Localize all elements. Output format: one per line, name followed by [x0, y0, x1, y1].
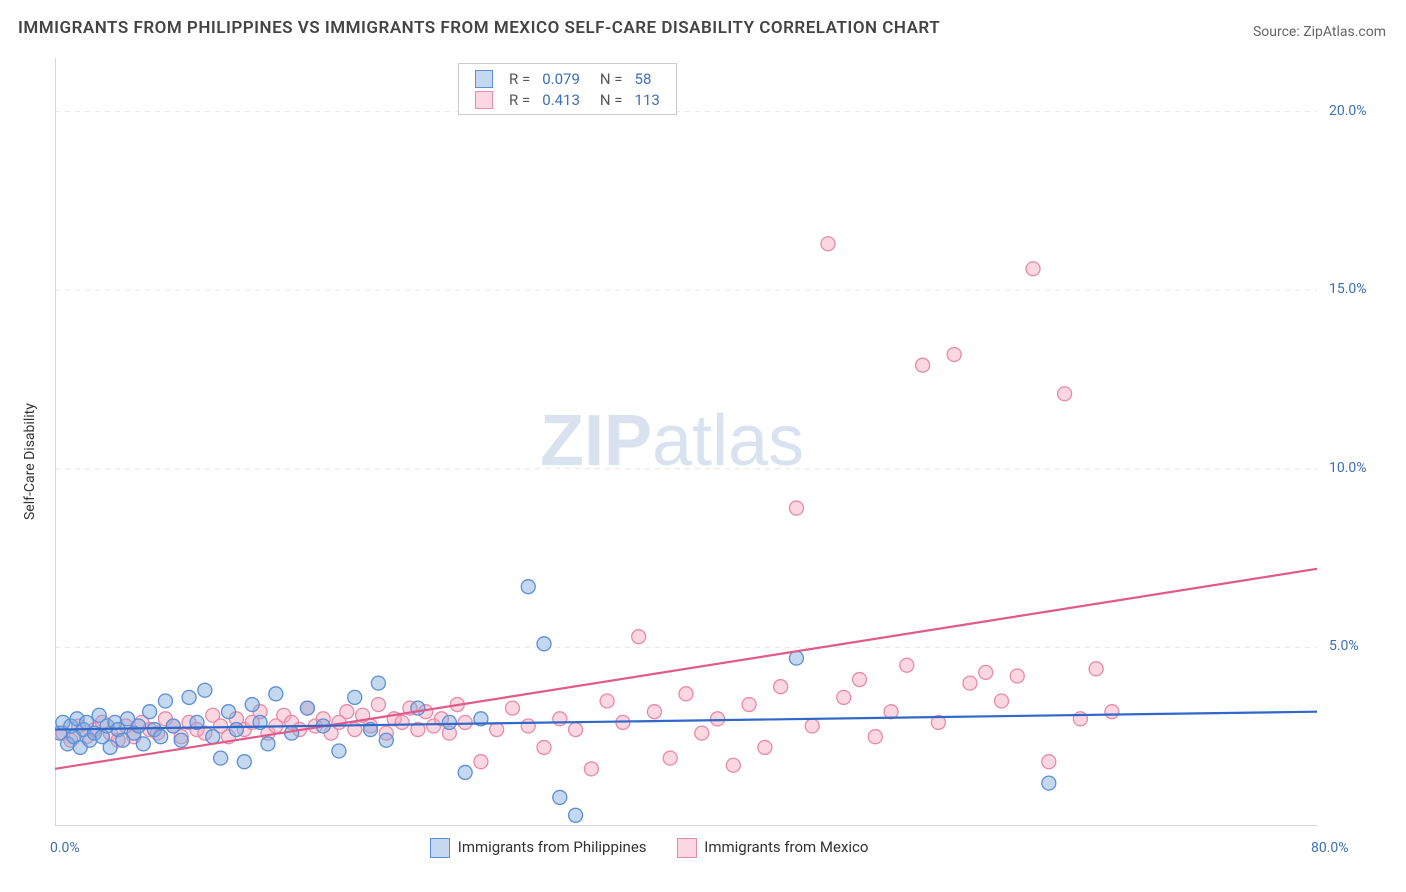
source-attribution: Source: ZipAtlas.com [1253, 24, 1386, 40]
y-tick-label: 20.0% [1329, 103, 1367, 119]
stats-n-label: N = [586, 89, 629, 110]
stats-n-label: N = [586, 68, 629, 89]
chart-title: IMMIGRANTS FROM PHILIPPINES VS IMMIGRANT… [18, 18, 940, 38]
legend-label-b: Immigrants from Mexico [704, 838, 868, 856]
stats-legend: R = 0.079 N = 58 R = 0.413 N = 113 [458, 63, 677, 115]
y-tick-label: 15.0% [1329, 281, 1367, 297]
stats-legend-row-b: R = 0.413 N = 113 [469, 89, 666, 110]
legend-label-a: Immigrants from Philippines [458, 838, 647, 856]
legend-item-b: Immigrants from Mexico [677, 838, 869, 858]
stats-n-value-a: 58 [629, 68, 666, 89]
y-tick-label: 5.0% [1329, 638, 1359, 654]
legend-item-a: Immigrants from Philippines [430, 838, 647, 858]
legend-swatch-b-icon [475, 91, 493, 109]
legend-swatch-a-icon [475, 70, 493, 88]
x-axis-max-label: 80.0% [1311, 840, 1349, 856]
series-legend: Immigrants from Philippines Immigrants f… [430, 838, 868, 858]
stats-r-label: R = [503, 89, 536, 110]
scatter-chart [55, 58, 1317, 826]
stats-r-value-b: 0.413 [536, 89, 586, 110]
legend-swatch-b-icon [677, 838, 697, 858]
stats-n-value-b: 113 [629, 89, 666, 110]
y-axis-label: Self-Care Disability [22, 403, 38, 520]
x-axis-min-label: 0.0% [50, 840, 80, 856]
legend-swatch-a-icon [430, 838, 450, 858]
stats-r-label: R = [503, 68, 536, 89]
stats-r-value-a: 0.079 [536, 68, 586, 89]
y-tick-label: 10.0% [1329, 460, 1367, 476]
stats-legend-row-a: R = 0.079 N = 58 [469, 68, 666, 89]
